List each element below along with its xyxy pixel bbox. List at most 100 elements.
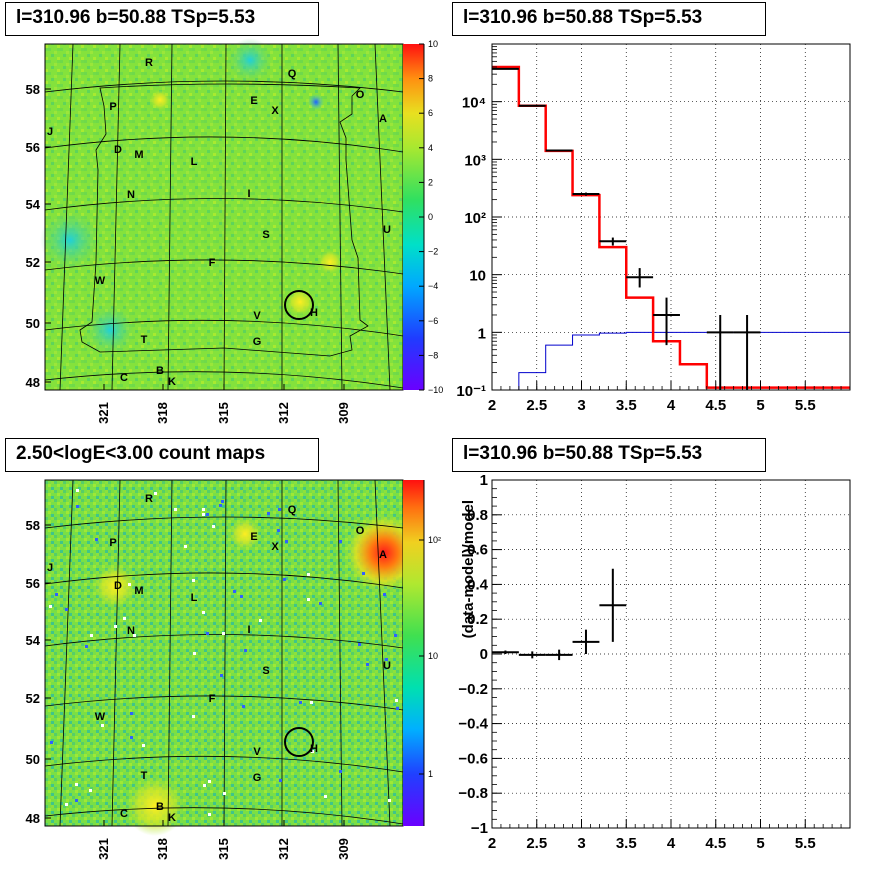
parallel-line bbox=[44, 516, 404, 529]
x-tick-label: 4.5 bbox=[705, 397, 726, 414]
y-tick-label: 10² bbox=[464, 210, 486, 227]
noise-pixel bbox=[278, 508, 281, 511]
x-tick-label: 3 bbox=[577, 835, 585, 852]
y-tick-label: 10⁴ bbox=[462, 95, 486, 112]
x-tick-label: 5 bbox=[756, 835, 764, 852]
noise-pixel bbox=[394, 634, 397, 637]
meridian-line bbox=[111, 43, 121, 391]
source-label: D bbox=[114, 580, 122, 592]
source-label: C bbox=[120, 372, 128, 384]
noise-pixel bbox=[219, 504, 222, 507]
count-source-marker-circle bbox=[284, 727, 314, 757]
x-tick-label: 315 bbox=[216, 402, 231, 424]
noise-pixel bbox=[395, 699, 398, 702]
colorbar-tick-label: −8 bbox=[428, 350, 438, 360]
ts-yellow-spot bbox=[318, 250, 342, 274]
colorbar-tick-label: 6 bbox=[428, 108, 433, 118]
ts-map-x-ticks: 321 318 315 312 309 bbox=[96, 384, 351, 424]
source-label: J bbox=[47, 126, 53, 138]
y-tick-label: 52 bbox=[26, 691, 40, 706]
y-tick-label: 50 bbox=[26, 752, 40, 767]
noise-pixel bbox=[222, 632, 225, 635]
y-tick-label: 48 bbox=[26, 375, 40, 390]
y-tick-label: 56 bbox=[26, 140, 40, 155]
source-label: U bbox=[383, 224, 391, 236]
noise-pixel bbox=[89, 789, 92, 792]
noise-pixel bbox=[233, 590, 236, 593]
parallel-line bbox=[44, 807, 404, 825]
parallel-line bbox=[44, 259, 404, 275]
noise-pixel bbox=[202, 611, 205, 614]
residual-data-point bbox=[492, 650, 519, 654]
residual-panel: 2 2.5 3 3.5 4 4.5 5 5.5 −1 −0.8 −0.6 −0.4 −0.2 0 0.2 0.… bbox=[458, 472, 851, 852]
noise-pixel bbox=[307, 573, 310, 576]
source-label: F bbox=[209, 257, 216, 269]
y-tick-label: 58 bbox=[26, 82, 40, 97]
noise-pixel bbox=[208, 813, 211, 816]
x-tick-label: 2 bbox=[488, 397, 496, 414]
source-label: X bbox=[271, 541, 279, 553]
noise-pixel bbox=[388, 799, 391, 802]
noise-pixel bbox=[358, 643, 361, 646]
y-tick-label: −0.2 bbox=[458, 681, 488, 698]
noise-pixel bbox=[212, 525, 215, 528]
ts-map-y-ticks: 58 56 54 52 50 48 bbox=[26, 82, 51, 390]
count-map-y-ticks: 58 56 54 52 50 48 bbox=[26, 518, 51, 826]
source-label: N bbox=[127, 625, 135, 637]
map-top-title: l=310.96 b=50.88 TSp=5.53 bbox=[5, 2, 319, 36]
noise-pixel bbox=[192, 715, 195, 718]
source-label: M bbox=[134, 585, 143, 597]
source-label: A bbox=[379, 549, 387, 561]
noise-pixel bbox=[299, 701, 302, 704]
y-tick-label: 0.8 bbox=[467, 507, 488, 524]
noise-pixel bbox=[154, 492, 157, 495]
source-label: E bbox=[250, 531, 257, 543]
source-label: H bbox=[310, 743, 318, 755]
x-tick-label: 3 bbox=[577, 397, 585, 414]
noise-pixel bbox=[307, 598, 310, 601]
source-label: G bbox=[253, 772, 262, 784]
parallel-line bbox=[44, 80, 404, 93]
noise-pixel bbox=[259, 619, 262, 622]
parallel-line bbox=[44, 695, 404, 711]
noise-pixel bbox=[76, 489, 79, 492]
meridian-line bbox=[337, 43, 343, 391]
spectrum-data-point bbox=[572, 192, 600, 196]
source-label: M bbox=[134, 149, 143, 161]
y-tick-label: 10 bbox=[469, 268, 486, 285]
source-label: K bbox=[168, 812, 176, 824]
source-label: G bbox=[253, 336, 262, 348]
x-tick-label: 4 bbox=[667, 835, 676, 852]
source-label: R bbox=[145, 493, 153, 505]
y-tick-label: −0.4 bbox=[458, 716, 488, 733]
ts-cyan-region bbox=[228, 38, 272, 82]
ts-yellow-spot bbox=[286, 288, 314, 316]
noise-pixel bbox=[49, 605, 52, 608]
noise-pixel bbox=[283, 578, 286, 581]
source-label: W bbox=[95, 275, 106, 287]
noise-pixel bbox=[123, 617, 126, 620]
x-tick-label: 5 bbox=[756, 397, 764, 414]
y-tick-label: 50 bbox=[26, 316, 40, 331]
noise-pixel bbox=[206, 513, 209, 516]
noise-pixel bbox=[220, 674, 223, 677]
colorbar-tick-label: −6 bbox=[428, 316, 438, 326]
parallel-line bbox=[44, 136, 404, 153]
noise-pixel bbox=[324, 795, 327, 798]
meridian-line bbox=[374, 43, 391, 391]
x-tick-label: 309 bbox=[336, 402, 351, 424]
noise-pixel bbox=[50, 741, 53, 744]
source-label: U bbox=[383, 660, 391, 672]
colorbar-tick-label: 10 bbox=[428, 39, 438, 49]
noise-pixel bbox=[383, 593, 386, 596]
x-tick-label: 4 bbox=[667, 397, 676, 414]
count-map-yellow-region bbox=[125, 776, 185, 836]
colorbar-tick-label: 10 bbox=[428, 651, 438, 661]
spectrum-data-point bbox=[706, 314, 734, 390]
noise-pixel bbox=[244, 649, 247, 652]
noise-pixel bbox=[240, 595, 243, 598]
noise-pixel bbox=[339, 770, 342, 773]
noise-pixel bbox=[242, 705, 245, 708]
parallel-line bbox=[44, 198, 404, 213]
count-colorbar bbox=[403, 480, 424, 826]
